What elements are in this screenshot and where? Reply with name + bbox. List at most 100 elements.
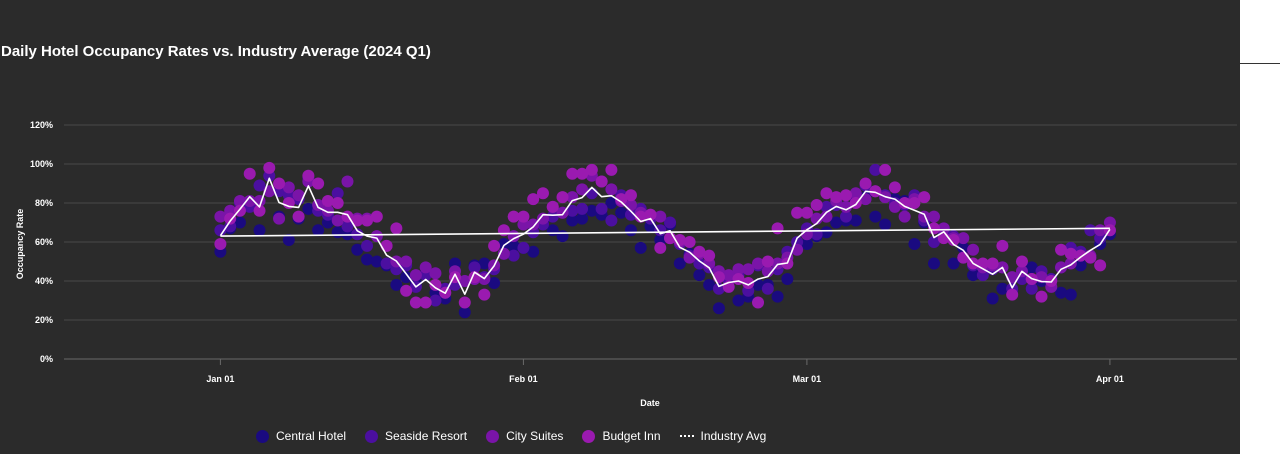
legend-marker (582, 429, 596, 443)
city-suites-point (761, 265, 774, 278)
city-suites-point (898, 210, 911, 223)
budget-inn-point (947, 234, 960, 247)
city-suites-point (742, 263, 755, 276)
central-hotel-point (703, 278, 716, 291)
central-hotel-point (233, 216, 246, 229)
city-suites-point (576, 183, 589, 196)
y-tick-label: 100% (30, 159, 53, 169)
city-suites-point (810, 212, 823, 225)
legend-item-central-hotel[interactable]: Central Hotel (256, 429, 346, 443)
central-hotel-point (1064, 288, 1077, 301)
budget-inn-point (830, 191, 843, 204)
city-suites-point (292, 189, 305, 202)
budget-inn-point (742, 276, 755, 289)
central-hotel-point (732, 294, 745, 307)
budget-inn-point (400, 284, 413, 297)
budget-inn-point (507, 210, 520, 223)
industry-avg-line (220, 227, 1110, 237)
legend-item-budget-inn[interactable]: Budget Inn (582, 429, 661, 443)
central-hotel-point (957, 241, 970, 254)
central-hotel-point (947, 257, 960, 270)
budget-inn-point (1015, 255, 1028, 268)
x-axis-ticks: Jan 01 Feb 01 Mar 01 Apr 01 (206, 359, 1124, 384)
budget-inn-point (879, 163, 892, 176)
budget-inn-point (683, 236, 696, 248)
seaside-resort-point (361, 239, 374, 252)
seaside-resort-point (380, 257, 393, 270)
budget-inn-point (585, 163, 598, 176)
y-tick-label: 40% (35, 276, 53, 286)
budget-inn-point (810, 198, 823, 211)
seaside-resort-point (429, 294, 442, 307)
seaside-resort-point (576, 202, 589, 215)
x-axis-title: Date (640, 398, 660, 408)
central-hotel-point (673, 257, 686, 270)
budget-inn-point (996, 239, 1009, 252)
budget-inn-point (1055, 243, 1068, 256)
central-hotel-point (752, 278, 765, 291)
central-hotel-point (849, 214, 862, 227)
seaside-resort-point (546, 210, 559, 223)
city-suites-point (527, 218, 540, 231)
budget-inn-point (634, 210, 647, 223)
central-hotel-point (781, 273, 794, 286)
legend-item-city-suites[interactable]: City Suites (486, 429, 563, 443)
budget-inn-point (986, 257, 999, 270)
budget-inn-point (624, 189, 637, 202)
budget-inn-point (312, 177, 325, 190)
budget-inn-point (380, 239, 393, 252)
legend: Central Hotel Seaside Resort City Suites Bu… (256, 429, 785, 443)
budget-inn-point (1035, 290, 1048, 303)
budget-inn-point (224, 212, 237, 225)
divider-line (1240, 63, 1280, 64)
budget-inn-point (703, 249, 716, 262)
budget-inn-point (791, 206, 804, 219)
central-hotel-point (312, 224, 325, 237)
budget-inn-point (908, 197, 921, 209)
budget-inn-point (527, 193, 540, 206)
budget-inn-point (273, 177, 286, 190)
budget-inn-point (263, 161, 276, 174)
budget-inn-point (820, 187, 833, 200)
central-hotel-point (302, 202, 315, 215)
central-hotel-point (771, 290, 784, 303)
city-suites-point (840, 200, 852, 213)
y-axis-title: Occupancy Rate (15, 209, 25, 280)
budget-inn-point (429, 278, 442, 291)
seaside-resort-point (517, 241, 530, 254)
seaside-resort-point (927, 236, 940, 248)
legend-label: City Suites (506, 429, 564, 443)
budget-inn-point (693, 245, 706, 258)
y-tick-label: 0% (40, 354, 53, 364)
data-points (214, 161, 1116, 319)
budget-inn-point (1094, 259, 1107, 272)
budget-inn-point (390, 222, 403, 235)
legend-item-seaside-resort[interactable]: Seaside Resort (365, 429, 467, 443)
central-hotel-point (527, 245, 540, 258)
budget-inn-point (331, 197, 344, 209)
legend-marker (256, 429, 269, 443)
central-hotel-point (624, 224, 637, 237)
central-hotel-point (253, 224, 266, 237)
city-suites-point (214, 210, 227, 223)
budget-inn-point (1064, 247, 1077, 260)
city-suites-point (409, 269, 422, 282)
seaside-resort-point (761, 282, 774, 295)
budget-inn-point (556, 191, 569, 204)
central-hotel-point (370, 255, 383, 268)
central-hotel-point (507, 239, 520, 252)
central-hotel-point (488, 276, 501, 289)
city-suites-point (429, 267, 442, 280)
legend-item-industry-avg[interactable]: Industry Avg (679, 429, 766, 443)
budget-inn-point (321, 195, 334, 208)
central-hotel-point (1055, 286, 1068, 299)
central-hotel-point (908, 237, 921, 250)
city-suites-point (722, 269, 735, 282)
city-suites-point (331, 214, 344, 227)
legend-marker (486, 429, 500, 443)
budget-inn-point (771, 222, 784, 235)
legend-marker (365, 429, 379, 443)
central-hotel-point (282, 234, 295, 247)
budget-inn-point (644, 208, 657, 221)
central-hotel-point (605, 197, 618, 209)
